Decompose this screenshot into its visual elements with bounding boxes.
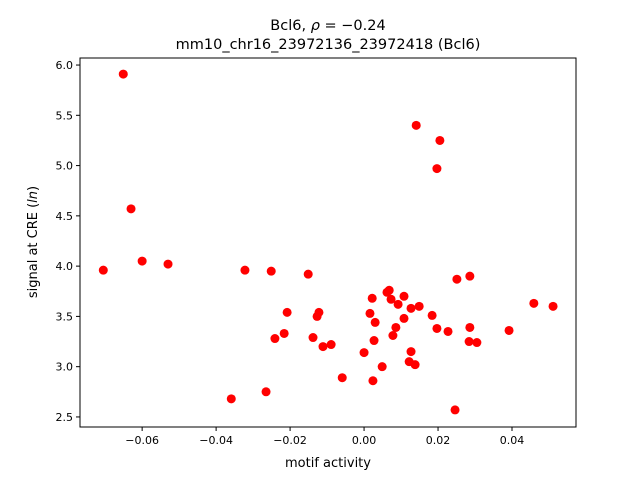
y-axis-label: signal at CRE (ln): [26, 186, 41, 298]
y-tick-label: 4.0: [56, 260, 74, 273]
data-point: [443, 326, 453, 336]
data-point: [465, 271, 475, 281]
y-tick-label: 3.5: [56, 310, 74, 323]
data-point: [370, 317, 380, 327]
data-point: [367, 293, 377, 303]
data-point: [472, 338, 482, 348]
data-point: [435, 135, 445, 145]
data-point: [411, 120, 421, 130]
data-point: [388, 331, 398, 341]
data-point: [308, 333, 318, 343]
data-point: [261, 387, 271, 397]
data-point: [450, 405, 460, 415]
y-tick-label: 5.0: [56, 160, 74, 173]
data-point: [432, 323, 442, 333]
data-point: [137, 256, 147, 266]
x-tick-label: −0.06: [125, 434, 159, 447]
data-point: [282, 307, 292, 317]
data-point: [377, 362, 387, 372]
data-point: [240, 265, 250, 275]
data-point: [464, 337, 474, 347]
x-tick-label: 0.00: [352, 434, 377, 447]
data-point: [465, 322, 475, 332]
data-points: [98, 69, 558, 415]
data-point: [452, 274, 462, 284]
data-point: [326, 340, 336, 350]
data-point: [279, 328, 289, 338]
y-tick-label: 2.5: [56, 411, 74, 424]
data-point: [98, 265, 108, 275]
x-tick-label: −0.02: [273, 434, 307, 447]
x-axis-label: motif activity: [285, 456, 371, 471]
data-point: [406, 347, 416, 357]
y-tick-label: 5.5: [56, 109, 74, 122]
x-axis-ticks: −0.06 −0.04 −0.02 0.00 0.02 0.04: [125, 427, 524, 447]
data-point: [163, 259, 173, 269]
data-point: [414, 301, 424, 311]
data-point: [399, 291, 409, 301]
data-point: [504, 325, 514, 335]
data-point: [359, 348, 369, 358]
data-point: [266, 266, 276, 276]
data-point: [118, 69, 128, 79]
data-point: [303, 269, 313, 279]
chart-title-line2: mm10_chr16_23972136_23972418 (Bcl6): [176, 37, 481, 53]
chart-title-line1: Bcl6, ρ = −0.24: [270, 18, 385, 34]
data-point: [337, 373, 347, 383]
data-point: [384, 285, 394, 295]
data-point: [369, 336, 379, 346]
plot-area-frame: [79, 57, 577, 428]
data-point: [410, 360, 420, 370]
data-point: [406, 303, 416, 313]
data-point: [548, 301, 558, 311]
y-axis-ticks: 2.5 3.0 3.5 4.0 4.5 5.0 5.5 6.0: [56, 59, 80, 424]
x-tick-label: 0.02: [426, 434, 451, 447]
data-point: [386, 294, 396, 304]
data-point: [427, 310, 437, 320]
x-tick-label: 0.04: [500, 434, 525, 447]
data-point: [432, 164, 442, 174]
data-point: [368, 376, 378, 386]
data-point: [365, 308, 375, 318]
y-tick-label: 3.0: [56, 361, 74, 374]
data-point: [399, 313, 409, 323]
data-point: [393, 299, 403, 309]
data-point: [312, 311, 322, 321]
data-point: [270, 334, 280, 344]
y-tick-label: 6.0: [56, 59, 74, 72]
y-tick-label: 4.5: [56, 210, 74, 223]
data-point: [529, 298, 539, 308]
data-point: [226, 394, 236, 404]
data-point: [126, 204, 136, 214]
data-point: [391, 322, 401, 332]
data-point: [318, 342, 328, 352]
x-tick-label: −0.04: [199, 434, 233, 447]
